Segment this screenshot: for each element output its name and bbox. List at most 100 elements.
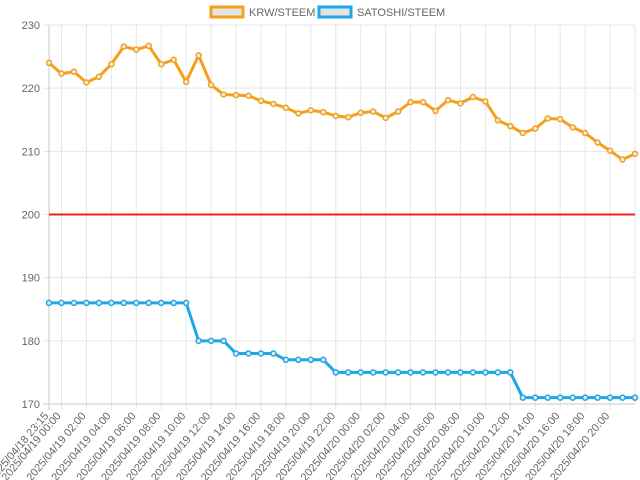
data-point-satoshi-steem <box>457 369 464 376</box>
data-point-satoshi-steem <box>70 299 78 307</box>
data-point-krw-steem <box>145 42 152 50</box>
data-point-krw-steem <box>519 129 527 137</box>
data-point-krw-steem <box>419 98 427 106</box>
data-point-krw-steem <box>207 81 215 89</box>
data-point-krw-steem <box>581 129 589 137</box>
data-point-satoshi-steem <box>369 369 377 376</box>
data-point-satoshi-steem <box>157 299 165 307</box>
data-point-krw-steem <box>58 70 65 77</box>
legend-swatch-satoshi-steem[interactable] <box>317 5 353 19</box>
data-point-krw-steem <box>133 46 140 53</box>
data-point-satoshi-steem <box>245 350 252 357</box>
y-tick-label: 180 <box>22 336 40 348</box>
data-point-krw-steem <box>382 114 389 122</box>
data-point-satoshi-steem <box>207 337 215 345</box>
data-point-krw-steem <box>469 93 477 101</box>
data-point-satoshi-steem <box>332 369 340 376</box>
data-point-satoshi-steem <box>594 394 601 401</box>
data-point-satoshi-steem <box>544 394 551 401</box>
data-point-satoshi-steem <box>619 394 626 401</box>
data-point-satoshi-steem <box>220 337 227 345</box>
data-point-satoshi-steem <box>95 299 103 307</box>
data-point-krw-steem <box>270 100 277 108</box>
y-tick-label: 210 <box>22 146 40 158</box>
data-point-krw-steem <box>83 79 90 86</box>
data-point-krw-steem <box>170 56 177 63</box>
data-point-krw-steem <box>544 115 551 122</box>
data-point-satoshi-steem <box>407 369 414 376</box>
data-point-krw-steem <box>95 73 103 81</box>
data-point-krw-steem <box>70 68 78 75</box>
grid <box>43 24 636 410</box>
data-point-satoshi-steem <box>569 394 576 401</box>
data-point-satoshi-steem <box>482 369 489 376</box>
data-point-satoshi-steem <box>145 299 152 307</box>
data-point-krw-steem <box>332 112 340 120</box>
data-point-krw-steem <box>532 125 539 132</box>
data-point-satoshi-steem <box>382 369 389 376</box>
y-axis: 170 180 190 200 210 220 230 <box>22 20 40 411</box>
y-tick-label: 200 <box>22 210 40 222</box>
data-point-krw-steem <box>569 124 576 131</box>
data-point-krw-steem <box>182 78 190 86</box>
data-point-satoshi-steem <box>444 369 452 376</box>
data-point-satoshi-steem <box>270 350 277 357</box>
data-point-krw-steem <box>369 108 377 115</box>
data-point-krw-steem <box>482 98 489 105</box>
data-point-satoshi-steem <box>469 369 477 376</box>
data-point-satoshi-steem <box>257 350 265 357</box>
data-point-krw-steem <box>232 91 240 99</box>
data-point-krw-steem <box>307 107 315 114</box>
data-point-satoshi-steem <box>133 299 140 307</box>
series-line-satoshi-steem <box>49 301 635 400</box>
data-point-krw-steem <box>394 108 402 115</box>
y-tick-label: 220 <box>22 83 40 95</box>
legend-label-satoshi-steem[interactable]: SATOSHI/STEEM <box>357 7 445 19</box>
data-point-satoshi-steem <box>556 394 564 401</box>
data-point-krw-steem <box>457 100 464 107</box>
data-point-krw-steem <box>444 96 452 104</box>
data-point-satoshi-steem <box>357 369 364 376</box>
data-point-krw-steem <box>432 107 439 115</box>
data-point-satoshi-steem <box>519 394 527 401</box>
data-point-satoshi-steem <box>170 299 177 307</box>
data-point-krw-steem <box>619 156 626 163</box>
data-point-krw-steem <box>220 91 227 98</box>
data-point-krw-steem <box>245 92 252 99</box>
data-point-krw-steem <box>157 60 165 68</box>
data-point-krw-steem <box>507 122 514 130</box>
data-point-satoshi-steem <box>83 299 90 307</box>
data-point-krw-steem <box>594 139 601 146</box>
data-point-krw-steem <box>407 98 414 106</box>
y-tick-label: 170 <box>22 399 40 411</box>
data-point-satoshi-steem <box>631 394 639 401</box>
data-point-satoshi-steem <box>182 299 190 307</box>
data-point-krw-steem <box>631 150 639 158</box>
data-point-krw-steem <box>357 109 364 117</box>
data-point-satoshi-steem <box>432 369 439 376</box>
series-line-krw-steem <box>48 44 636 162</box>
data-point-satoshi-steem <box>282 356 290 364</box>
data-point-krw-steem <box>108 60 115 68</box>
data-point-krw-steem <box>282 104 290 111</box>
data-point-krw-steem <box>606 147 614 154</box>
data-point-satoshi-steem <box>507 369 514 376</box>
data-point-krw-steem <box>494 117 502 124</box>
data-point-krw-steem <box>295 110 302 117</box>
legend[interactable]: KRW/STEEM SATOSHI/STEEM <box>209 5 445 19</box>
data-point-krw-steem <box>45 59 53 67</box>
legend-label-krw-steem[interactable]: KRW/STEEM <box>249 7 315 19</box>
data-point-satoshi-steem <box>606 394 614 401</box>
data-point-satoshi-steem <box>120 299 128 307</box>
y-tick-label: 190 <box>22 273 40 285</box>
data-point-krw-steem <box>344 113 352 121</box>
legend-swatch-krw-steem[interactable] <box>209 5 245 19</box>
data-point-satoshi-steem <box>232 350 240 357</box>
data-point-satoshi-steem <box>532 394 539 401</box>
data-point-satoshi-steem <box>494 369 502 376</box>
data-point-satoshi-steem <box>581 394 589 401</box>
data-point-krw-steem <box>120 43 128 50</box>
data-point-satoshi-steem <box>108 299 115 307</box>
